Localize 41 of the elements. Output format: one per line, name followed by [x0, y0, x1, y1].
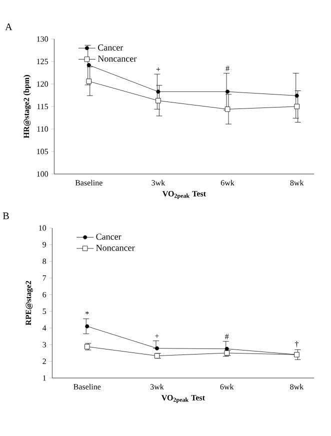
- x-tick-label: 8wk: [290, 384, 304, 390]
- legend-label: Cancer: [96, 234, 122, 240]
- y-tick-label: 115: [37, 104, 48, 110]
- y-tick-label: 6: [42, 292, 46, 298]
- y-tick-label: 125: [36, 58, 48, 64]
- chart-title: B: [2, 212, 9, 220]
- x-tick-label: 6wk: [220, 384, 234, 390]
- x-axis-title: VO$_{2peak}$ Test: [161, 395, 205, 404]
- x-tick-label: 8wk: [290, 180, 304, 186]
- x-tick-label: 3wk: [150, 384, 164, 390]
- x-tick-label: 3wk: [152, 180, 165, 186]
- y-tick-label: 130: [36, 36, 48, 42]
- annotation: #: [226, 66, 230, 71]
- y-tick-label: 7: [42, 275, 46, 281]
- y-tick-label: 100: [36, 171, 48, 177]
- legend-label: Noncancer: [96, 244, 135, 251]
- y-axis-title: HR@stage2 (bpm): [23, 75, 31, 138]
- x-axis-title: VO$_{2peak}$ Test: [162, 191, 206, 200]
- y-tick-label: 5: [42, 308, 46, 314]
- annotation: †: [294, 340, 298, 348]
- chart-title: A: [5, 24, 12, 30]
- y-tick-label: 4: [42, 325, 46, 331]
- y-axis-title: RPE@stage2: [26, 280, 33, 326]
- legend-label: Cancer: [98, 44, 123, 51]
- y-tick-label: 120: [36, 81, 48, 87]
- y-tick-label: 3: [42, 342, 46, 348]
- y-tick-label: 110: [37, 126, 48, 132]
- x-tick-label: Baseline: [75, 180, 102, 186]
- annotation: +: [156, 67, 160, 72]
- annotation: +: [155, 334, 159, 338]
- y-tick-label: 10: [38, 225, 46, 231]
- x-tick-label: Baseline: [74, 384, 101, 390]
- y-tick-label: 9: [42, 242, 46, 248]
- y-tick-label: 105: [36, 148, 48, 154]
- x-tick-label: 6wk: [220, 180, 234, 186]
- y-tick-label: 1: [42, 375, 46, 381]
- legend-label: Noncancer: [98, 56, 136, 62]
- annotation: #: [224, 334, 229, 340]
- y-tick-label: 2: [42, 358, 46, 364]
- y-tick-label: 8: [42, 258, 46, 264]
- annotation: *: [85, 311, 89, 314]
